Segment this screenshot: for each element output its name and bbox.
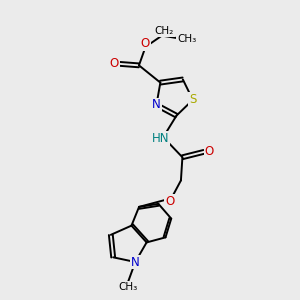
Text: O: O — [110, 57, 119, 70]
Text: CH₃: CH₃ — [118, 282, 138, 292]
Text: CH₃: CH₃ — [177, 34, 196, 44]
Text: N: N — [131, 256, 140, 268]
Text: O: O — [110, 57, 119, 70]
Text: N: N — [131, 256, 140, 268]
Text: O: O — [141, 37, 150, 50]
Text: CH₃: CH₃ — [118, 282, 138, 292]
Text: N: N — [152, 98, 161, 112]
Text: HN: HN — [152, 132, 169, 145]
Text: CH₂: CH₂ — [154, 26, 174, 36]
Text: O: O — [165, 195, 175, 208]
Text: O: O — [165, 195, 175, 208]
Text: O: O — [141, 37, 150, 50]
Text: S: S — [189, 93, 196, 106]
Text: O: O — [205, 145, 214, 158]
Text: HN: HN — [152, 132, 169, 145]
Text: S: S — [189, 93, 196, 106]
Text: N: N — [152, 98, 161, 112]
Text: O: O — [205, 145, 214, 158]
